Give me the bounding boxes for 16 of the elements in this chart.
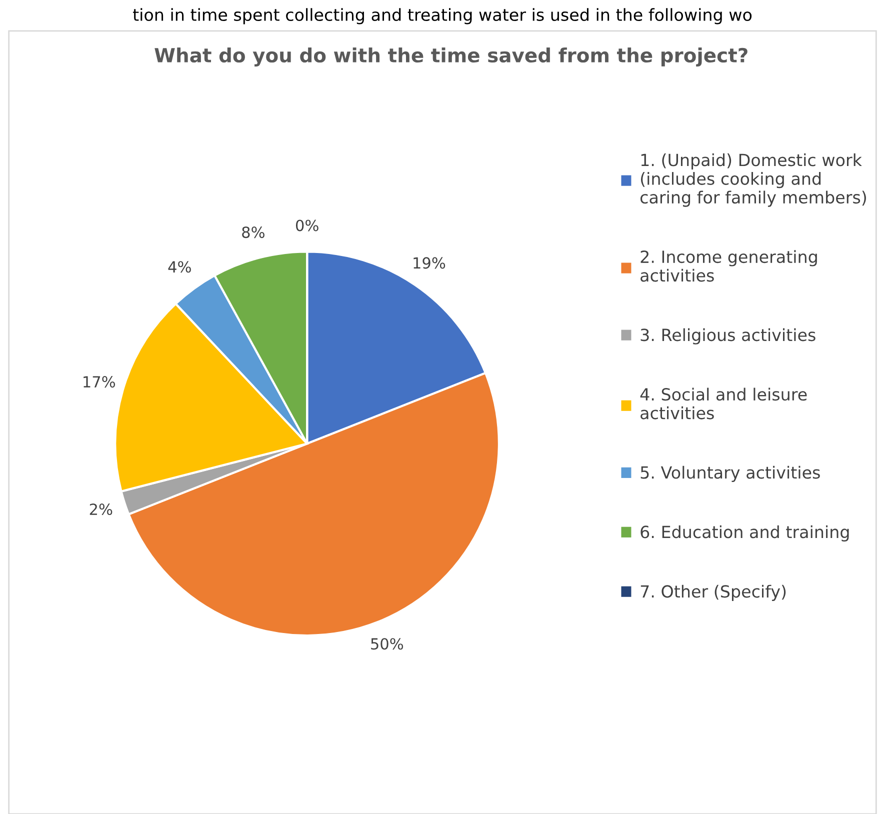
data-label: 4% [168,261,191,273]
legend-label: 2. Income generating activities [640,250,817,282]
data-label: 2% [90,504,112,516]
legend-label: 7. Other (Specify) [640,584,786,601]
legend-label: 5. Voluntary activities [640,466,820,482]
legend-label: 1. (Unpaid) Domestic work (includes cooking and caring for family members) [640,153,866,207]
legend-label: 3. Religious activities [640,328,816,344]
data-label: 50% [371,638,404,650]
data-label: 17% [84,376,116,388]
chart-title: What do you do with the time saved from the project? [154,47,748,66]
text: 0% [296,220,318,232]
legend-label: 4. Social and leisure activities [640,388,807,420]
data-label: 19% [414,257,446,269]
text: tion in time spent collecting and treating water is used in the following wo [132,8,752,24]
data-label: 8% [242,226,264,238]
legend-label: 6. Education and training [640,525,849,542]
